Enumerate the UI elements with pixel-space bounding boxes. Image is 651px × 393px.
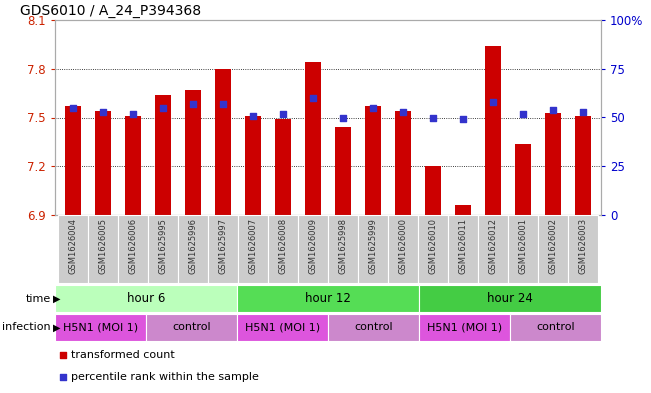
Text: GDS6010 / A_24_P394368: GDS6010 / A_24_P394368 bbox=[20, 4, 201, 18]
Bar bbox=[388, 215, 418, 283]
Text: infection: infection bbox=[3, 323, 51, 332]
Bar bbox=[146, 314, 237, 341]
Bar bbox=[508, 215, 538, 283]
Bar bbox=[419, 314, 510, 341]
Text: GSM1626006: GSM1626006 bbox=[128, 218, 137, 274]
Bar bbox=[365, 106, 381, 215]
Text: control: control bbox=[354, 323, 393, 332]
Point bbox=[578, 108, 589, 115]
Point bbox=[278, 110, 288, 117]
Bar bbox=[305, 62, 321, 215]
Bar bbox=[419, 285, 601, 312]
Bar bbox=[155, 95, 171, 215]
Text: hour 24: hour 24 bbox=[487, 292, 533, 305]
Point bbox=[397, 287, 408, 293]
Point bbox=[398, 108, 408, 115]
Bar bbox=[358, 215, 388, 283]
Bar bbox=[275, 119, 291, 215]
Text: ▶: ▶ bbox=[53, 294, 61, 303]
Point bbox=[547, 107, 558, 113]
Point bbox=[428, 114, 438, 121]
Text: GSM1626009: GSM1626009 bbox=[309, 218, 318, 274]
Bar bbox=[148, 215, 178, 283]
Bar bbox=[237, 285, 419, 312]
Text: GSM1625998: GSM1625998 bbox=[339, 218, 348, 274]
Bar bbox=[55, 285, 237, 312]
Bar bbox=[335, 127, 352, 215]
Text: hour 12: hour 12 bbox=[305, 292, 351, 305]
Bar bbox=[245, 116, 261, 215]
Text: hour 6: hour 6 bbox=[127, 292, 165, 305]
Bar bbox=[575, 116, 591, 215]
Text: GSM1626005: GSM1626005 bbox=[98, 218, 107, 274]
Bar bbox=[515, 143, 531, 215]
Bar bbox=[118, 215, 148, 283]
Point bbox=[187, 101, 198, 107]
Bar bbox=[485, 46, 501, 215]
Text: GSM1625995: GSM1625995 bbox=[158, 218, 167, 274]
Bar bbox=[455, 205, 471, 215]
Text: time: time bbox=[26, 294, 51, 303]
Text: GSM1625997: GSM1625997 bbox=[219, 218, 227, 274]
Text: GSM1625996: GSM1625996 bbox=[189, 218, 197, 274]
Bar bbox=[237, 314, 328, 341]
Text: GSM1626008: GSM1626008 bbox=[279, 218, 288, 274]
Text: H5N1 (MOI 1): H5N1 (MOI 1) bbox=[245, 323, 320, 332]
Text: GSM1626010: GSM1626010 bbox=[428, 218, 437, 274]
Text: control: control bbox=[536, 323, 575, 332]
Bar bbox=[395, 111, 411, 215]
Text: H5N1 (MOI 1): H5N1 (MOI 1) bbox=[63, 323, 138, 332]
Text: GSM1626002: GSM1626002 bbox=[549, 218, 557, 274]
Text: GSM1626011: GSM1626011 bbox=[458, 218, 467, 274]
Point bbox=[397, 94, 408, 100]
Text: GSM1626004: GSM1626004 bbox=[68, 218, 77, 274]
Bar bbox=[424, 166, 441, 215]
Bar bbox=[215, 69, 231, 215]
Point bbox=[488, 99, 498, 105]
Point bbox=[218, 101, 229, 107]
Text: transformed count: transformed count bbox=[72, 351, 175, 360]
Bar bbox=[55, 314, 146, 341]
Bar bbox=[448, 215, 478, 283]
Point bbox=[68, 105, 78, 111]
Bar bbox=[208, 215, 238, 283]
Text: GSM1626000: GSM1626000 bbox=[398, 218, 408, 274]
Bar bbox=[58, 215, 88, 283]
Text: GSM1626003: GSM1626003 bbox=[579, 218, 587, 274]
Bar bbox=[328, 215, 358, 283]
Bar bbox=[418, 215, 448, 283]
Bar bbox=[510, 314, 601, 341]
Text: GSM1625999: GSM1625999 bbox=[368, 218, 378, 274]
Text: control: control bbox=[172, 323, 211, 332]
Point bbox=[158, 105, 168, 111]
Text: percentile rank within the sample: percentile rank within the sample bbox=[72, 372, 259, 382]
Bar bbox=[568, 215, 598, 283]
Point bbox=[458, 116, 468, 123]
Bar bbox=[125, 116, 141, 215]
Text: GSM1626001: GSM1626001 bbox=[518, 218, 527, 274]
Bar bbox=[328, 314, 419, 341]
Text: GSM1626012: GSM1626012 bbox=[488, 218, 497, 274]
Point bbox=[308, 95, 318, 101]
Bar bbox=[238, 215, 268, 283]
Point bbox=[128, 110, 138, 117]
Bar bbox=[64, 106, 81, 215]
Point bbox=[518, 110, 528, 117]
Point bbox=[368, 105, 378, 111]
Bar bbox=[88, 215, 118, 283]
Text: ▶: ▶ bbox=[53, 323, 61, 332]
Bar bbox=[538, 215, 568, 283]
Text: H5N1 (MOI 1): H5N1 (MOI 1) bbox=[427, 323, 502, 332]
Point bbox=[248, 112, 258, 119]
Bar bbox=[178, 215, 208, 283]
Bar bbox=[268, 215, 298, 283]
Bar bbox=[478, 215, 508, 283]
Bar bbox=[95, 111, 111, 215]
Text: GSM1626007: GSM1626007 bbox=[249, 218, 258, 274]
Bar bbox=[545, 113, 561, 215]
Point bbox=[98, 108, 108, 115]
Bar bbox=[298, 215, 328, 283]
Bar bbox=[185, 90, 201, 215]
Point bbox=[338, 114, 348, 121]
